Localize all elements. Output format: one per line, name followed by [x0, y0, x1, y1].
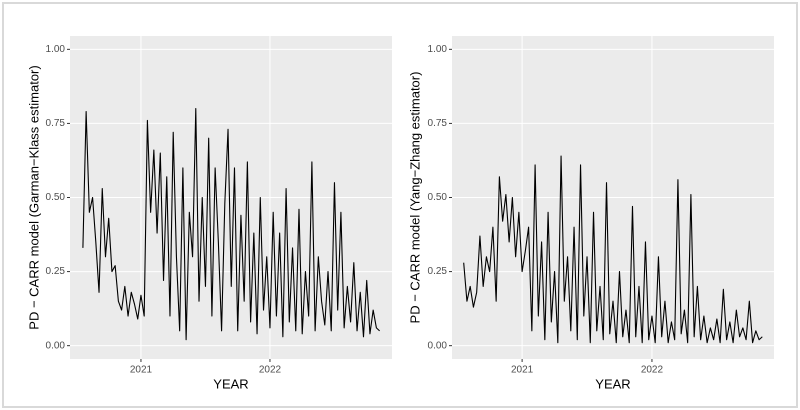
- y-tick-label: 0.50: [428, 192, 448, 203]
- y-tick-label: 0.75: [46, 118, 66, 129]
- x-axis-title: YEAR: [213, 376, 248, 391]
- y-axis-title: PD − CARR model (Garman−Klass estimator): [26, 65, 41, 329]
- y-tick-label: 0.25: [46, 266, 66, 277]
- y-tick-label: 0.00: [46, 340, 66, 351]
- x-tick-label: 2022: [259, 365, 282, 376]
- y-tick-label: 0.50: [46, 192, 66, 203]
- y-axis-title: PD − CARR model (Yang−Zhang estimator): [407, 72, 422, 324]
- data-line: [463, 155, 763, 344]
- y-tick-label: 0.75: [428, 118, 448, 129]
- y-tick-label: 1.00: [46, 44, 66, 55]
- x-tick-label: 2021: [130, 365, 153, 376]
- y-tick-label: 0.25: [428, 266, 448, 277]
- x-tick-label: 2021: [511, 365, 534, 376]
- data-line: [82, 108, 380, 341]
- y-tick-label: 1.00: [428, 44, 448, 55]
- x-axis-title: YEAR: [595, 376, 630, 391]
- x-tick-label: 2022: [641, 365, 664, 376]
- y-tick-label: 0.00: [428, 340, 448, 351]
